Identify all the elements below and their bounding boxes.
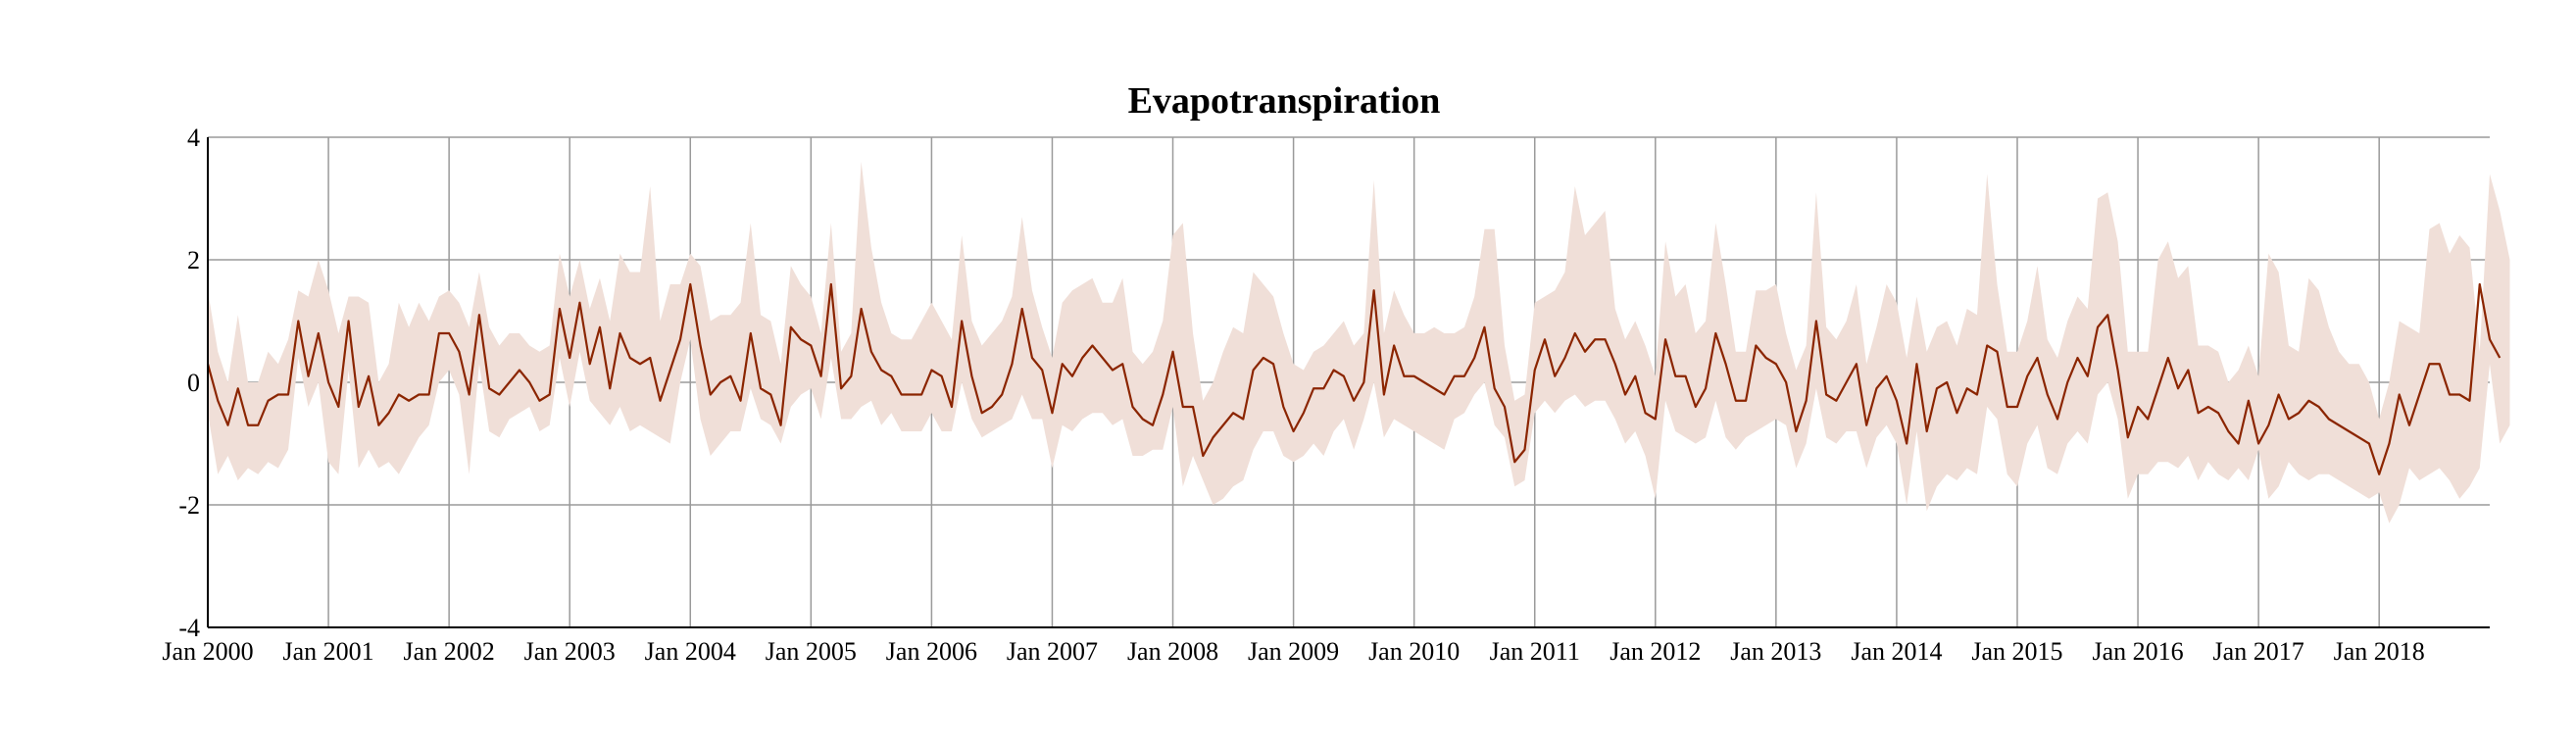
x-tick-labels: Jan 2000 Jan 2001 Jan 2002 Jan 2003 Jan 2004… [162, 637, 2424, 666]
y-tick-label: 4 [187, 124, 200, 152]
x-tick-label: Jan 2013 [1730, 637, 1821, 666]
x-tick-label: Jan 2010 [1368, 637, 1460, 666]
x-tick-label: Jan 2015 [1971, 637, 2062, 666]
x-tick-label: Jan 2006 [886, 637, 977, 666]
x-tick-label: Jan 2001 [282, 637, 373, 666]
uncertainty-band [208, 162, 2510, 523]
x-tick-label: Jan 2016 [2092, 637, 2183, 666]
x-tick-label: Jan 2014 [1851, 637, 1942, 666]
x-tick-label: Jan 2011 [1490, 637, 1580, 666]
y-tick-label: 0 [187, 369, 200, 397]
y-tick-labels: 4 2 0 -2 -4 [178, 124, 200, 642]
x-tick-label: Jan 2017 [2213, 637, 2304, 666]
x-tick-label: Jan 2003 [524, 637, 616, 666]
line-layer [206, 282, 2502, 475]
x-tick-label: Jan 2009 [1248, 637, 1339, 666]
x-tick-label: Jan 2012 [1610, 637, 1701, 666]
y-tick-label: -2 [178, 491, 200, 520]
x-tick-label: Jan 2004 [645, 637, 736, 666]
x-tick-label: Jan 2000 [162, 637, 253, 666]
series-line-mean [206, 282, 2502, 475]
x-tick-label: Jan 2005 [766, 637, 857, 666]
chart-title: Evapotranspiration [1128, 80, 1441, 122]
x-tick-label: Jan 2008 [1127, 637, 1218, 666]
axis-layer [207, 137, 2490, 628]
band-layer [208, 162, 2510, 523]
x-tick-label: Jan 2007 [1007, 637, 1098, 666]
y-tick-label: 2 [187, 246, 200, 274]
x-tick-label: Jan 2018 [2334, 637, 2425, 666]
y-tick-label: -4 [178, 614, 200, 642]
x-tick-label: Jan 2002 [404, 637, 495, 666]
